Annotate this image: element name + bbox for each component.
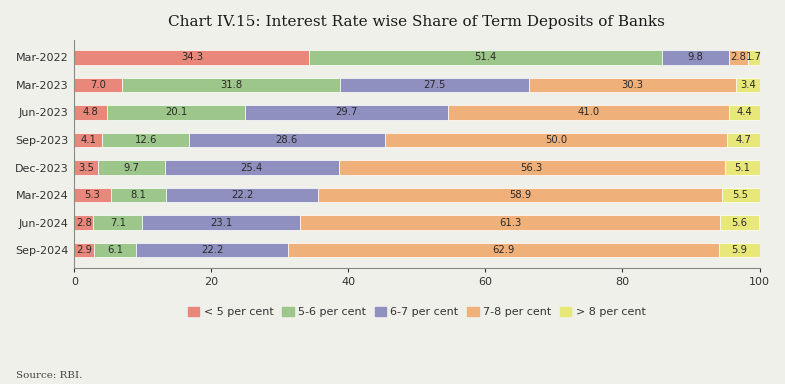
- Bar: [75, 78, 122, 92]
- Bar: [301, 215, 721, 230]
- Bar: [98, 161, 165, 175]
- Bar: [748, 50, 760, 65]
- Text: 6.1: 6.1: [107, 245, 123, 255]
- Text: 5.6: 5.6: [732, 218, 747, 228]
- Text: 2.9: 2.9: [76, 245, 93, 255]
- Bar: [736, 78, 760, 92]
- Text: 28.6: 28.6: [276, 135, 298, 145]
- Bar: [93, 215, 142, 230]
- Text: 30.3: 30.3: [622, 80, 644, 90]
- Text: 51.4: 51.4: [474, 52, 497, 62]
- Bar: [75, 161, 98, 175]
- Text: 56.3: 56.3: [520, 162, 542, 172]
- Text: 8.1: 8.1: [130, 190, 146, 200]
- Bar: [108, 105, 245, 119]
- Bar: [385, 133, 727, 147]
- Text: 9.7: 9.7: [123, 162, 140, 172]
- Text: 9.8: 9.8: [687, 52, 703, 62]
- Text: 22.2: 22.2: [201, 245, 223, 255]
- Text: 41.0: 41.0: [578, 108, 600, 118]
- Text: 22.2: 22.2: [231, 190, 254, 200]
- Bar: [75, 243, 94, 257]
- Text: Source: RBI.: Source: RBI.: [16, 371, 82, 380]
- Text: 3.4: 3.4: [740, 80, 756, 90]
- Bar: [75, 50, 309, 65]
- Text: 62.9: 62.9: [492, 245, 515, 255]
- Text: 7.0: 7.0: [90, 80, 106, 90]
- Bar: [448, 105, 729, 119]
- Bar: [339, 161, 725, 175]
- Bar: [729, 105, 760, 119]
- Text: 61.3: 61.3: [499, 218, 521, 228]
- Bar: [722, 188, 760, 202]
- Text: 12.6: 12.6: [134, 135, 157, 145]
- Bar: [719, 243, 760, 257]
- Bar: [122, 78, 340, 92]
- Bar: [188, 133, 385, 147]
- Bar: [75, 105, 108, 119]
- Title: Chart IV.15: Interest Rate wise Share of Term Deposits of Banks: Chart IV.15: Interest Rate wise Share of…: [169, 15, 666, 29]
- Text: 5.1: 5.1: [734, 162, 750, 172]
- Bar: [136, 243, 288, 257]
- Bar: [102, 133, 188, 147]
- Text: 2.8: 2.8: [730, 52, 747, 62]
- Text: 58.9: 58.9: [509, 190, 531, 200]
- Text: 4.4: 4.4: [736, 108, 752, 118]
- Bar: [340, 78, 528, 92]
- Text: 4.8: 4.8: [83, 108, 99, 118]
- Bar: [528, 78, 736, 92]
- Bar: [728, 50, 748, 65]
- Bar: [75, 215, 93, 230]
- Text: 3.5: 3.5: [78, 162, 94, 172]
- Text: 20.1: 20.1: [165, 108, 187, 118]
- Bar: [318, 188, 722, 202]
- Bar: [721, 215, 759, 230]
- Text: 4.1: 4.1: [80, 135, 97, 145]
- Text: 4.7: 4.7: [736, 135, 751, 145]
- Bar: [288, 243, 719, 257]
- Bar: [165, 161, 339, 175]
- Text: 5.3: 5.3: [85, 190, 100, 200]
- Text: 5.9: 5.9: [732, 245, 747, 255]
- Text: 23.1: 23.1: [210, 218, 232, 228]
- Bar: [245, 105, 448, 119]
- Bar: [75, 188, 111, 202]
- Bar: [166, 188, 318, 202]
- Text: 7.1: 7.1: [110, 218, 126, 228]
- Text: 50.0: 50.0: [545, 135, 567, 145]
- Text: 1.7: 1.7: [746, 52, 761, 62]
- Bar: [142, 215, 301, 230]
- Text: 5.5: 5.5: [732, 190, 749, 200]
- Bar: [75, 133, 102, 147]
- Bar: [94, 243, 136, 257]
- Bar: [725, 161, 760, 175]
- Text: 2.8: 2.8: [76, 218, 92, 228]
- Text: 25.4: 25.4: [241, 162, 263, 172]
- Text: 29.7: 29.7: [335, 108, 358, 118]
- Bar: [309, 50, 662, 65]
- Text: 31.8: 31.8: [220, 80, 243, 90]
- Text: 27.5: 27.5: [423, 80, 446, 90]
- Bar: [662, 50, 728, 65]
- Legend: < 5 per cent, 5-6 per cent, 6-7 per cent, 7-8 per cent, > 8 per cent: < 5 per cent, 5-6 per cent, 6-7 per cent…: [184, 303, 650, 322]
- Bar: [111, 188, 166, 202]
- Bar: [727, 133, 760, 147]
- Text: 34.3: 34.3: [181, 52, 203, 62]
